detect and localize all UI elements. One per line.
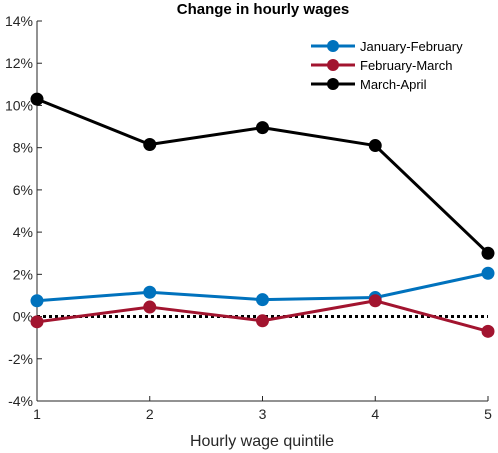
series-layer — [30, 92, 495, 338]
y-tick-label: 8% — [13, 140, 33, 156]
y-tick-label: 10% — [5, 97, 33, 113]
x-tick-label: 2 — [146, 406, 154, 422]
data-point — [30, 92, 44, 106]
legend-marker — [327, 78, 339, 90]
x-tick-label: 5 — [484, 406, 492, 422]
data-point — [481, 324, 495, 338]
legend-item: February-March — [311, 58, 452, 73]
y-tick-label: 0% — [13, 309, 33, 325]
data-point — [256, 121, 269, 135]
series-march-april — [30, 92, 495, 260]
chart-title: Change in hourly wages — [177, 1, 350, 18]
y-tick-label: -2% — [8, 351, 33, 367]
data-point — [143, 300, 157, 314]
data-point — [368, 139, 382, 153]
x-tick-label: 4 — [371, 406, 379, 422]
data-point — [30, 294, 44, 308]
y-tick-label: 6% — [13, 182, 33, 198]
data-point — [481, 246, 495, 260]
legend: January-February February-March March-Apri… — [303, 36, 485, 99]
data-point — [30, 315, 44, 329]
legend-marker — [327, 59, 339, 71]
y-tick-label: 2% — [13, 266, 33, 282]
y-tick-label: 4% — [13, 224, 33, 240]
data-point — [481, 266, 495, 280]
x-axis: 1 2 3 4 5 — [33, 396, 492, 422]
data-point — [256, 293, 269, 307]
y-tick-label: -4% — [8, 393, 33, 409]
legend-label: February-March — [360, 58, 452, 73]
x-axis-title: Hourly wage quintile — [190, 433, 334, 450]
x-tick-label: 3 — [259, 406, 267, 422]
legend-item: March-April — [311, 77, 427, 92]
y-tick-label: 12% — [5, 55, 33, 71]
y-tick-label: 14% — [5, 13, 33, 29]
data-point — [368, 294, 382, 308]
data-point — [143, 138, 157, 151]
series-february-march — [30, 294, 495, 338]
data-point — [256, 314, 269, 328]
y-axis: -4% -2% 0% 2% 4% 6% 8% 10% 12% 14% — [5, 13, 42, 409]
x-tick-label: 1 — [33, 406, 41, 422]
series-january-february — [30, 266, 495, 308]
legend-item: January-February — [311, 39, 463, 54]
legend-label: January-February — [360, 39, 463, 54]
legend-label: March-April — [360, 77, 427, 92]
data-point — [143, 285, 157, 299]
legend-marker — [327, 40, 339, 52]
